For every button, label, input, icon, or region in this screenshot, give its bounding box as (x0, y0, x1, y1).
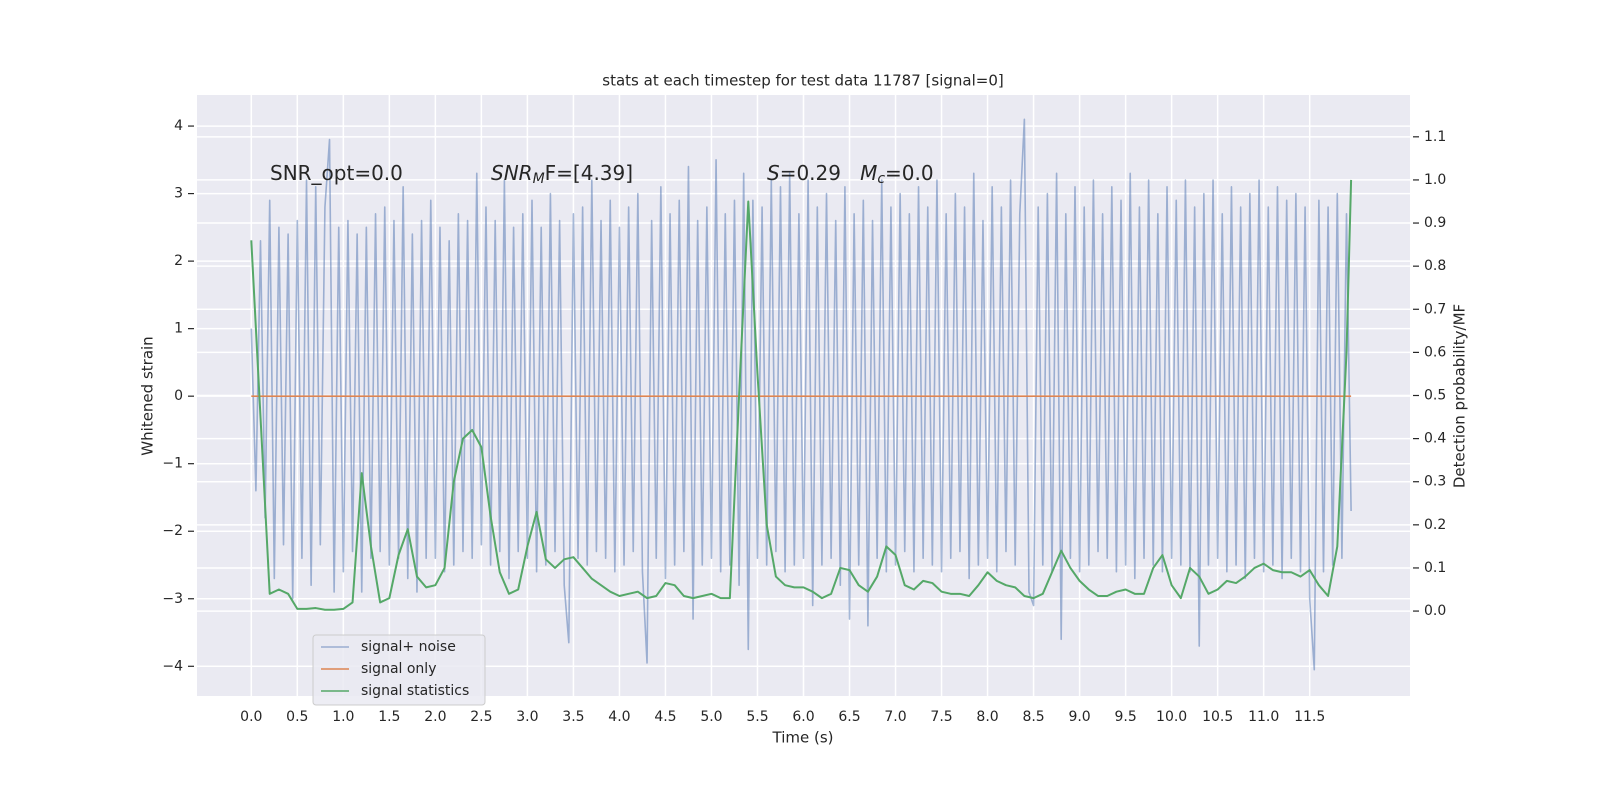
x-tick-label: 8.0 (976, 709, 998, 725)
plot-marks (250, 118, 1353, 671)
x-tick-label: 2.5 (470, 709, 492, 725)
legend-box (312, 634, 486, 706)
y2-tick-label: 1.0 (1424, 172, 1446, 188)
y-tick-label: 3 (174, 186, 183, 202)
y2-tick-label: 0.0 (1424, 603, 1446, 619)
x-tick-label: 3.0 (516, 709, 538, 725)
annotation-part: =0.0 (885, 161, 934, 185)
y2-tick-label: 0.8 (1424, 258, 1446, 274)
y-tick-label: −3 (162, 591, 183, 607)
x-tick-label: 4.0 (608, 709, 630, 725)
annotation-part: SNR_opt=0.0 (270, 161, 403, 185)
x-tick-label: 3.5 (562, 709, 584, 725)
annotation-part: =0.29 (780, 161, 860, 185)
x-tick-label: 0.5 (286, 709, 308, 725)
y-tick-label: 0 (174, 388, 183, 404)
x-tick-label: 9.0 (1068, 709, 1090, 725)
y2-tick-label: 0.1 (1424, 560, 1446, 576)
y-tick-label: 2 (174, 253, 183, 269)
x-tick-label: 9.5 (1114, 709, 1136, 725)
x-tick-label: 11.0 (1248, 709, 1279, 725)
y2-tick-label: 0.3 (1424, 474, 1446, 490)
x-tick-label: 7.0 (884, 709, 906, 725)
annotation: S=0.29 Mc=0.0 (767, 161, 934, 188)
x-tick-label: 8.5 (1022, 709, 1044, 725)
x-tick-label: 4.5 (654, 709, 676, 725)
annotation-part: F=[4.39] (545, 161, 633, 185)
y-tick-label: −1 (162, 456, 183, 472)
annotation: SNRMF=[4.39] (491, 161, 633, 188)
x-tick-label: 5.0 (700, 709, 722, 725)
x-tick-label: 7.5 (930, 709, 952, 725)
x-tick-label: 10.5 (1202, 709, 1233, 725)
annotation-part: M (860, 161, 877, 185)
legend: signal+ noise signal only signal statistic… (312, 634, 486, 706)
annotation-part: SNR (491, 161, 533, 185)
legend-label: signal statistics (361, 683, 469, 699)
y2-tick-label: 0.7 (1424, 301, 1446, 317)
x-tick-label: 6.5 (838, 709, 860, 725)
y-tick-label: −2 (162, 523, 183, 539)
x-tick-label: 10.0 (1156, 709, 1187, 725)
x-tick-label: 2.0 (424, 709, 446, 725)
y2-tick-label: 0.2 (1424, 517, 1446, 533)
x-axis-label: Time (s) (772, 729, 834, 747)
x-tick-label: 0.0 (240, 709, 262, 725)
annotation: SNR_opt=0.0 (270, 161, 403, 185)
y2-tick-label: 0.4 (1424, 431, 1446, 447)
annotation-part: M (533, 171, 545, 187)
y2-tick-label: 0.5 (1424, 388, 1446, 404)
series-line (250, 118, 1352, 671)
x-tick-label: 1.5 (378, 709, 400, 725)
legend-label: signal+ noise (361, 639, 456, 655)
overlay: 0.0 0.5 1.0 1.5 2.0 2.5 3.0 3.5 4.0 4.5 5.0 5.5 6.0 6… (162, 118, 1446, 725)
x-tick-label: 1.0 (332, 709, 354, 725)
y-axis-label: Whitened strain (139, 336, 157, 455)
y-tick-label: −4 (162, 658, 183, 674)
legend-label: signal only (361, 661, 436, 677)
y2-tick-label: 0.6 (1424, 344, 1446, 360)
annotation-part: c (877, 171, 885, 187)
y-tick-label: 1 (174, 321, 183, 337)
series-line (250, 179, 1353, 611)
y2-tick-label: 1.1 (1424, 129, 1446, 145)
annotation-part: S (767, 161, 780, 185)
x-tick-label: 11.5 (1294, 709, 1325, 725)
x-tick-label: 6.0 (792, 709, 814, 725)
chart-title: stats at each timestep for test data 117… (602, 72, 1003, 90)
y-tick-label: 4 (174, 118, 183, 134)
y2-tick-label: 0.9 (1424, 215, 1446, 231)
y2-axis-label: Detection probability/MF (1451, 304, 1469, 488)
x-tick-label: 5.5 (746, 709, 768, 725)
